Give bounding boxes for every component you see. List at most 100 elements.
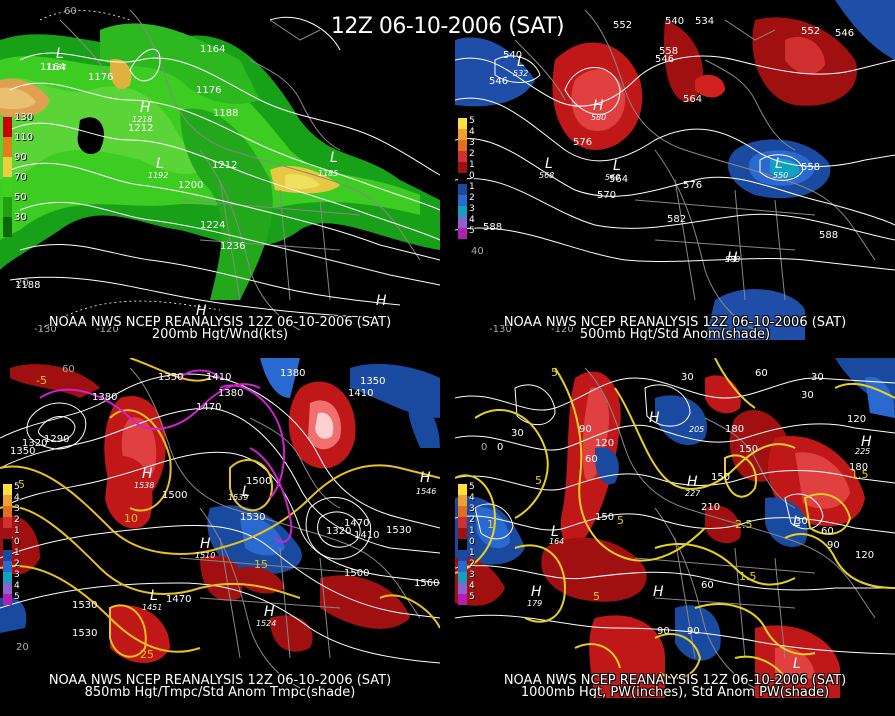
pw-label: 1	[487, 518, 494, 531]
contour-labels-500mb: 552 540 534 558 546 546 552 540 564 576 …	[483, 16, 854, 241]
latitude-label: 0	[481, 442, 487, 453]
legend-200mb: 130 110 90 70 50 30	[3, 112, 34, 237]
contour-label: 120	[855, 550, 874, 561]
lat-labels-850mb: 60 20	[16, 364, 75, 653]
legend-label: 0	[14, 537, 20, 547]
legend-label: 1	[14, 548, 20, 558]
contour-label: 0	[497, 442, 503, 453]
legend-label: 4	[469, 127, 475, 137]
center-value: 1539	[228, 493, 248, 502]
map-1000mb: 60 30 0 30 90 120 60 30 180 150 210 150 …	[455, 358, 895, 698]
high-marker: H	[593, 98, 604, 114]
contour-label: 30	[811, 372, 824, 383]
high-marker: H	[649, 410, 660, 426]
contour-label: 540	[503, 50, 522, 61]
legend-label: 1	[469, 526, 475, 536]
panel-caption-source: NOAA NWS NCEP REANALYSIS 12Z 06-10-2006 …	[503, 673, 847, 688]
center-value: 560	[605, 173, 620, 182]
contour-label: 1380	[280, 368, 305, 379]
legend-label: 5	[14, 592, 20, 602]
contour-label: 30	[795, 516, 808, 527]
low-marker: L	[517, 54, 525, 70]
contour-label: 588	[483, 222, 502, 233]
longitude-labels-500mb: -130 -120 40	[471, 246, 574, 335]
contour-label: 1176	[196, 85, 221, 96]
low-marker: L	[551, 524, 559, 540]
contour-label: 1410	[354, 530, 379, 541]
contour-label: 1530	[240, 512, 265, 523]
contour-label: 1470	[196, 402, 221, 413]
low-marker: L	[156, 156, 164, 172]
center-value: 532	[513, 69, 528, 78]
legend-label: 5	[469, 592, 475, 602]
temp-label: 5	[18, 478, 25, 491]
longitude-label: -130	[489, 324, 512, 335]
map-850mb: 1350 1410 1380 1410 1350 1380 1470 1380 …	[0, 358, 440, 689]
contour-label: 60	[585, 454, 598, 465]
longitude-label: -120	[96, 324, 119, 335]
low-marker: L	[150, 588, 158, 604]
temp-label: -5	[36, 374, 47, 387]
contour-label: 576	[573, 137, 592, 148]
pw-label: 5	[617, 514, 624, 527]
longitude-labels-200mb: -130 -120 60 20	[16, 6, 119, 335]
latitude-label: 40	[471, 246, 484, 257]
panel-200mb: 1176 1176 1164 1188 1212 1212 1200 1224 …	[0, 0, 440, 340]
contour-label: 546	[489, 76, 508, 87]
legend-label: 5	[469, 116, 475, 126]
pw-label: 1.5	[851, 468, 869, 481]
legend-label: 2	[469, 515, 475, 525]
contour-label: 1530	[386, 525, 411, 536]
high-marker: H	[653, 584, 664, 600]
legend-label: 4	[469, 215, 475, 225]
contour-label: 1164	[200, 44, 225, 55]
center-value: 1185	[318, 169, 338, 178]
low-marker: L	[545, 156, 553, 172]
pressure-centers-1000mb: H 205 H 227 H 179 L 164 L H H 225 L	[527, 410, 872, 672]
legend-label: 5	[469, 482, 475, 492]
contour-label: 1470	[344, 518, 369, 529]
center-value: 1510	[195, 551, 215, 560]
contour-label: 1290	[44, 434, 69, 445]
contour-label: 546	[835, 28, 854, 39]
low-marker: L	[56, 46, 64, 62]
contour-label: 1320	[22, 438, 47, 449]
contour-label: 1320	[326, 526, 351, 537]
legend-label: 0	[469, 171, 475, 181]
legend-label: 2	[469, 149, 475, 159]
center-value: 205	[689, 425, 704, 434]
legend-label: 4	[469, 581, 475, 591]
contour-label: 1224	[200, 220, 225, 231]
contour-labels-200mb: 1176 1176 1164 1188 1212 1212 1200 1224 …	[15, 44, 245, 291]
legend-label: 3	[14, 570, 20, 580]
latitude-label: 60	[64, 6, 77, 17]
panel-caption-field: 850mb Hgt/Tmpc/Std Anom Tmpc(shade)	[84, 685, 356, 698]
contour-label: 120	[595, 438, 614, 449]
contour-label: 546	[655, 54, 674, 65]
high-marker: H	[420, 470, 431, 486]
contour-label: 564	[609, 174, 628, 185]
legend-label: 3	[469, 204, 475, 214]
center-value: 227	[685, 489, 701, 498]
contour-label: 564	[683, 94, 702, 105]
center-value: 1192	[148, 171, 168, 180]
contour-label: 30	[511, 428, 524, 439]
legend-label: 2	[14, 515, 20, 525]
contour-label: 180	[849, 462, 868, 473]
legend-label: 2	[14, 559, 20, 569]
legend-label: 90	[14, 152, 27, 163]
legend-label: 2	[469, 559, 475, 569]
panel-caption-source: NOAA NWS NCEP REANALYSIS 12Z 06-10-2006 …	[48, 315, 392, 330]
panel-850mb: 1350 1410 1380 1410 1350 1380 1470 1380 …	[0, 358, 440, 698]
map-500mb: 552 540 534 558 546 546 552 540 564 576 …	[455, 0, 895, 340]
low-marker: L	[793, 514, 801, 530]
legend-label: 1	[469, 182, 475, 192]
high-marker: H	[200, 536, 211, 552]
contour-label: 1560	[414, 578, 439, 589]
legend-label: 4	[469, 493, 475, 503]
legend-label: 110	[14, 132, 34, 143]
pressure-centers-200mb: L 1164 H 1218 L 1192 L 1185 H H	[46, 46, 387, 319]
high-marker: H	[140, 100, 151, 116]
panel-caption-field: 200mb Hgt/Wnd(kts)	[151, 327, 289, 340]
contour-label: 1212	[212, 160, 237, 171]
